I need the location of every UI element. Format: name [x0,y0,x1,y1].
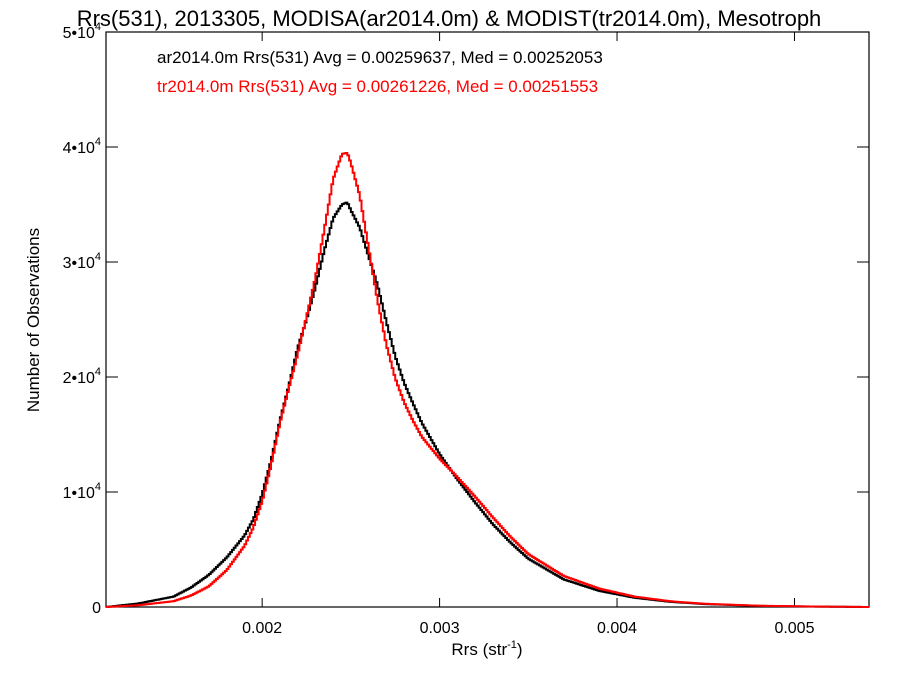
y-tick-exponent: 4 [95,481,101,493]
x-axis-label-exponent: -1 [507,639,517,651]
series-line-0 [106,201,869,608]
legend-entry-black: ar2014.0m Rrs(531) Avg = 0.00259637, Med… [157,48,603,67]
y-tick-label: 1•104 [63,481,101,502]
x-tick-label: 0.002 [242,620,282,637]
chart-title: Rrs(531), 2013305, MODISA(ar2014.0m) & M… [77,6,822,31]
x-axis-ticks: 0.002 0.003 0.004 0.005 [242,32,815,637]
y-axis-label: Number of Observations [24,228,43,412]
y-tick-mantissa: 2•10 [63,370,95,387]
x-axis-label-close: ) [517,640,523,659]
y-tick-exponent: 4 [95,251,101,263]
plot-frame [105,31,870,608]
y-tick-exponent: 4 [95,21,101,33]
y-tick-exponent: 4 [95,366,101,378]
y-tick-mantissa: 4•10 [63,140,95,157]
y-tick-label: 3•104 [63,251,101,272]
x-tick-label: 0.003 [420,620,460,637]
y-tick-mantissa: 3•10 [63,255,95,272]
y-tick-mantissa: 0 [92,600,101,617]
series-line-1 [106,151,869,608]
legend-entry-red: tr2014.0m Rrs(531) Avg = 0.00261226, Med… [157,77,598,96]
series-lines [106,151,869,608]
y-axis-title: Number of Observations [24,228,43,412]
y-tick-label: 0 [92,600,101,617]
x-axis-label: Rrs (str-1) [451,639,522,659]
x-tick-label: 0.004 [597,620,637,637]
y-tick-exponent: 4 [95,136,101,148]
y-tick-mantissa: 5•10 [63,25,95,42]
x-tick-label: 0.005 [774,620,814,637]
y-tick-mantissa: 1•10 [63,485,95,502]
x-axis-label-main: Rrs (str [451,640,507,659]
y-tick-label: 5•104 [63,21,101,42]
y-tick-label: 2•104 [63,366,101,387]
y-tick-label: 4•104 [63,136,101,157]
